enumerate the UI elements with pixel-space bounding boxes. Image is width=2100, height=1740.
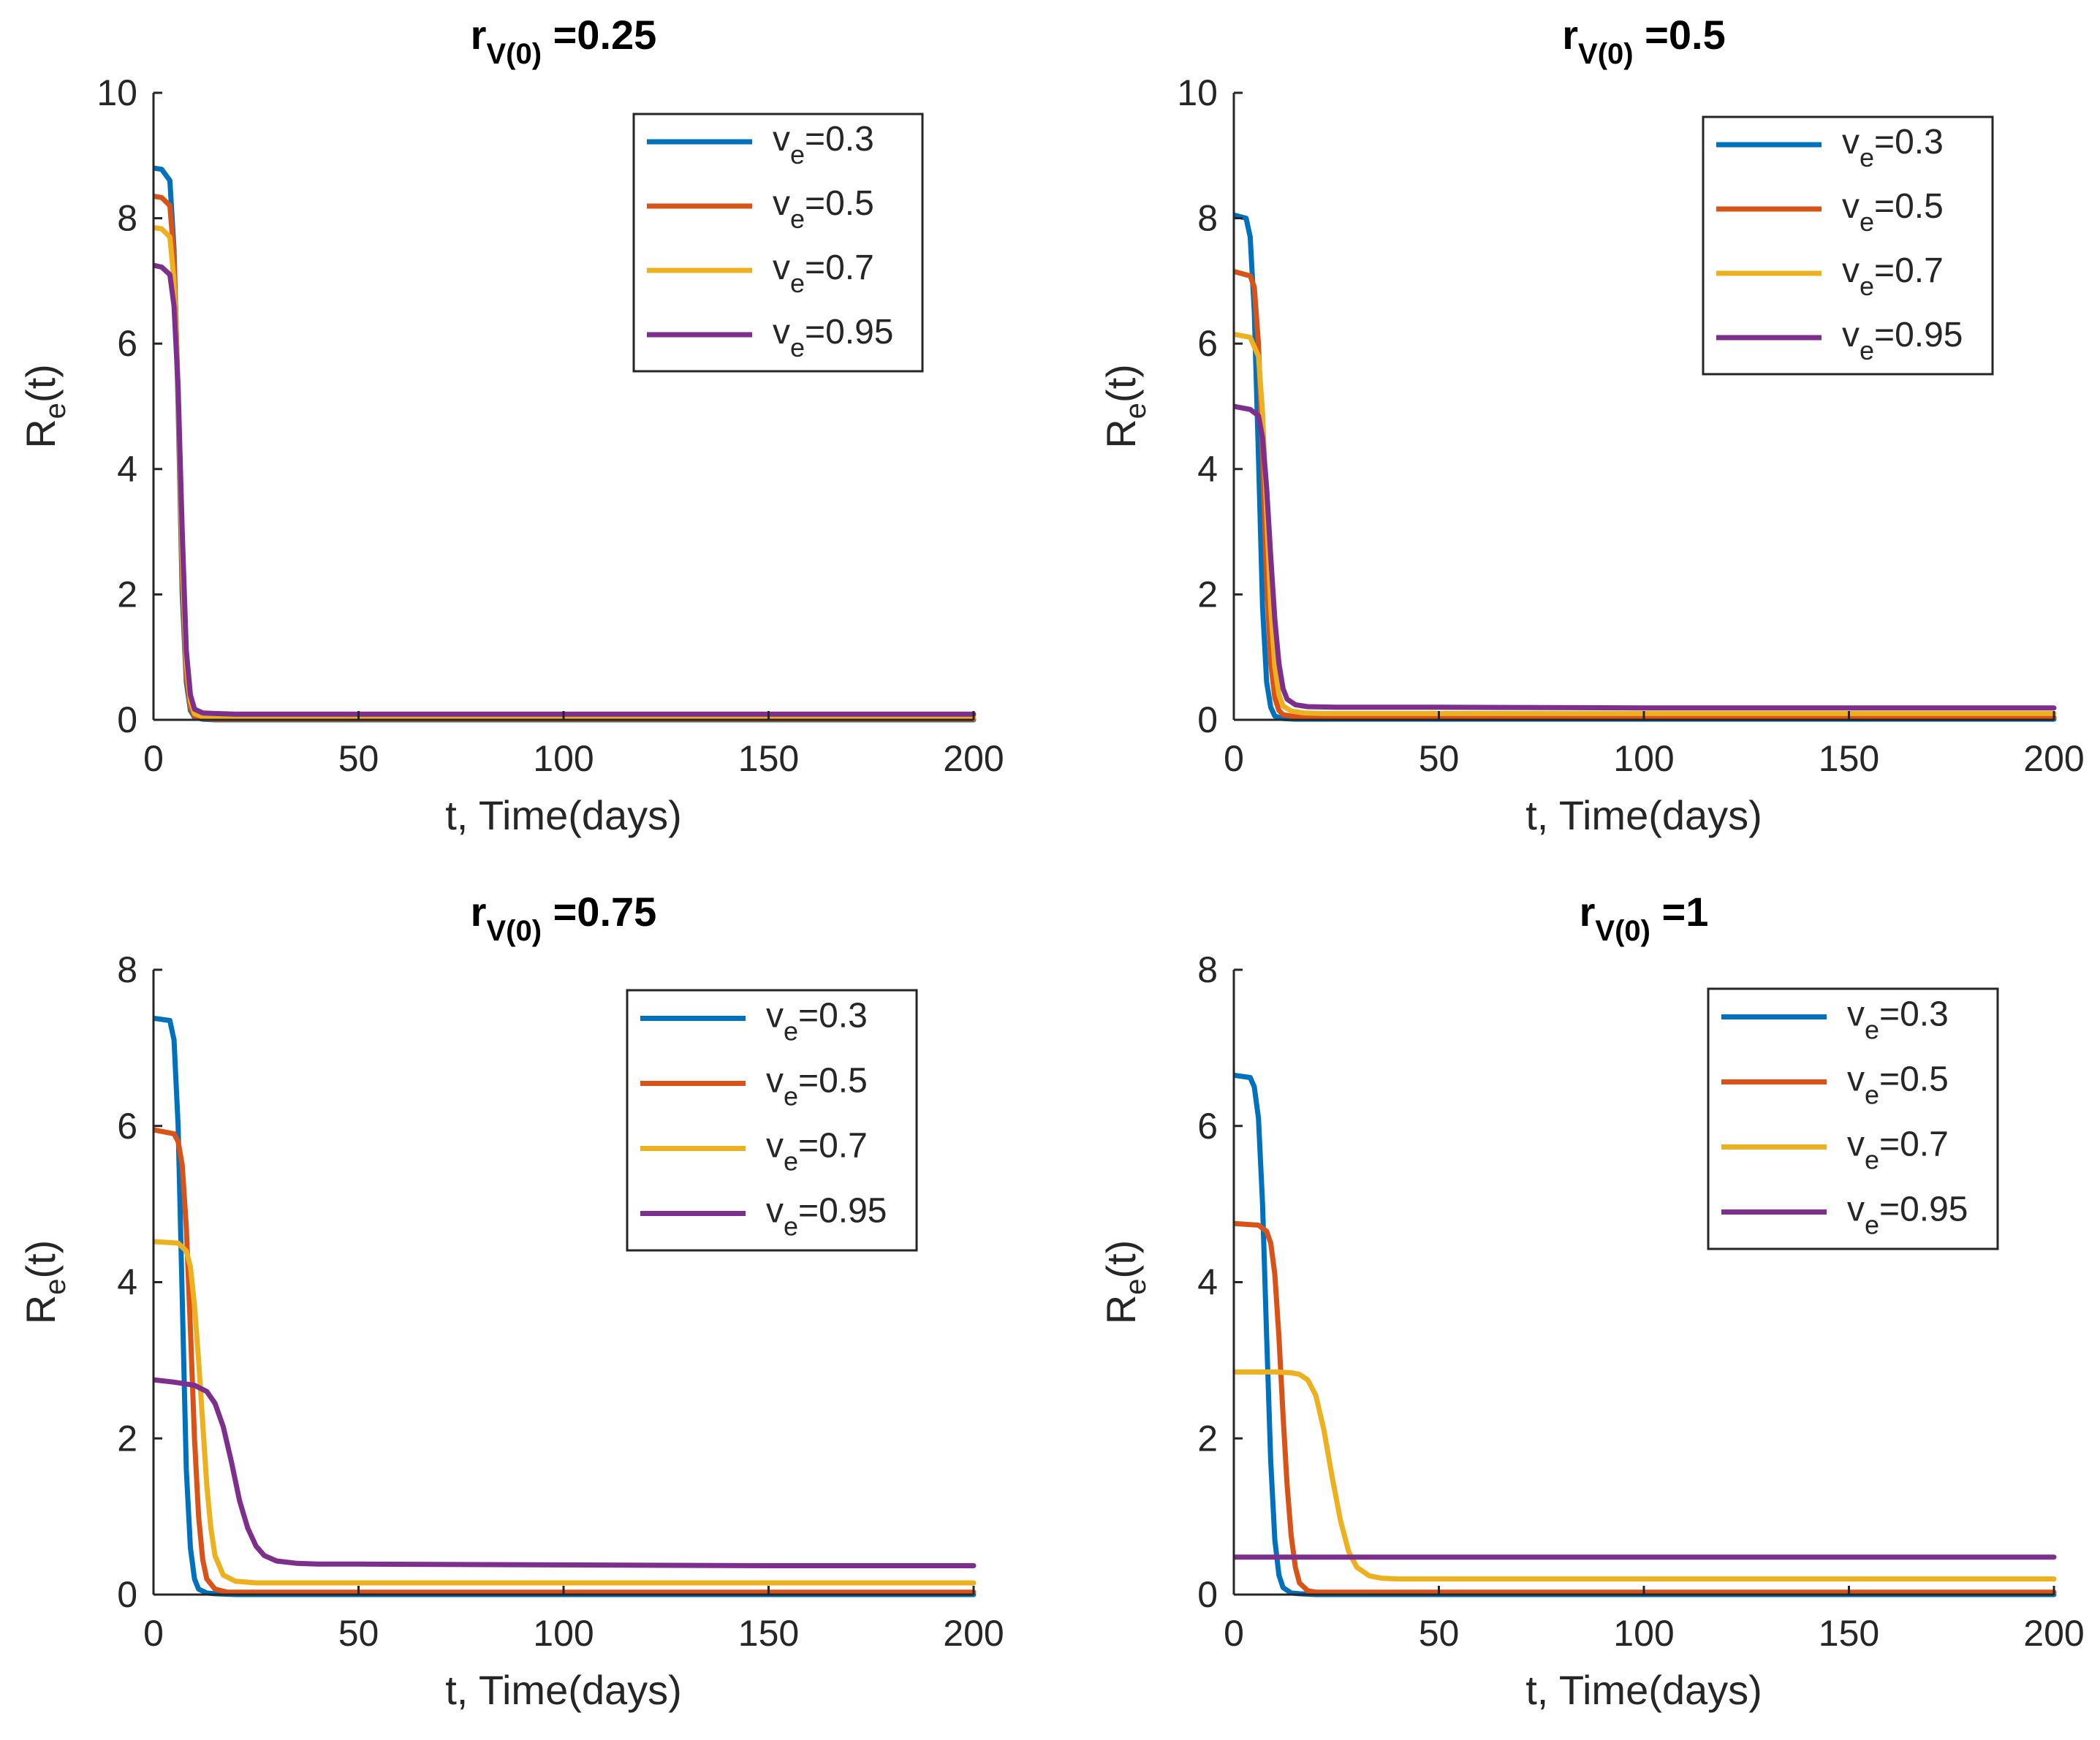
legend-label: ve=0.7 [1847, 1125, 1949, 1175]
x-tick-label: 50 [338, 1613, 379, 1654]
legend: ve=0.3 ve=0.5 ve=0.7 ve=0.95 [1702, 115, 1994, 376]
legend-label: ve=0.3 [1847, 995, 1949, 1045]
legend-box [1702, 115, 1994, 376]
x-tick-label: 100 [1613, 1613, 1674, 1654]
x-tick-label: 50 [1419, 738, 1460, 779]
y-tick-label: 10 [1177, 72, 1218, 113]
legend-label: ve=0.3 [773, 120, 874, 170]
y-tick-label: 8 [1197, 198, 1218, 239]
x-tick-label: 0 [143, 738, 164, 779]
y-tick-label: 2 [117, 1418, 137, 1459]
chart-panel-3: 0 50 100 150 200 0 2 4 6 8 t, Time(days) Re(t) rV(0)… [18, 889, 1004, 1713]
legend-label: ve=0.7 [773, 248, 874, 298]
y-tick-label: 6 [1197, 323, 1218, 364]
legend-label: ve=0.95 [1847, 1190, 1968, 1240]
series-line-2 [153, 1127, 977, 1595]
chart-panel-4: 0 50 100 150 200 0 2 4 6 8 t, Time(days) Re(t) rV(0)… [1098, 889, 2085, 1713]
series-line-3 [153, 1239, 977, 1586]
x-tick-label: 200 [2023, 738, 2084, 779]
chart-title: rV(0) =1 [1580, 889, 1709, 947]
legend-label: ve=0.5 [1842, 187, 1944, 237]
x-axis-label: t, Time(days) [1525, 1667, 1762, 1713]
x-tick-label: 100 [533, 1613, 594, 1654]
y-tick-label: 10 [96, 72, 137, 113]
x-tick-label: 200 [943, 1613, 1004, 1654]
chart-title: rV(0) =0.5 [1562, 12, 1725, 70]
y-tick-label: 0 [117, 1574, 137, 1615]
y-axis-label: Re(t) [18, 364, 72, 449]
y-tick-label: 8 [117, 198, 137, 239]
x-axis-label: t, Time(days) [445, 1667, 682, 1713]
legend-label: ve=0.3 [1842, 123, 1944, 172]
y-tick-label: 8 [1197, 949, 1218, 990]
y-tick-label: 4 [117, 1262, 137, 1303]
x-tick-label: 150 [1819, 738, 1879, 779]
y-tick-label: 6 [117, 1106, 137, 1147]
series-line-4 [153, 262, 977, 717]
legend-label: ve=0.3 [766, 997, 868, 1046]
series-line-4 [1234, 403, 2057, 711]
chart-panel-1: 0 50 100 150 200 0 2 4 6 8 10 t, Time(days) Re(t) rV(… [18, 12, 1004, 838]
x-tick-label: 200 [2023, 1613, 2084, 1654]
x-tick-label: 150 [738, 1613, 799, 1654]
series-line-4 [153, 1377, 977, 1568]
legend: ve=0.3 ve=0.5 ve=0.7 ve=0.95 [626, 989, 918, 1252]
x-tick-label: 150 [1819, 1613, 1879, 1654]
legend: ve=0.3 ve=0.5 ve=0.7 ve=0.95 [1707, 987, 1999, 1250]
x-axis-label: t, Time(days) [1525, 792, 1762, 838]
legend-label: ve=0.5 [766, 1062, 868, 1112]
x-tick-label: 150 [738, 738, 799, 779]
y-tick-label: 8 [117, 949, 137, 990]
x-tick-label: 100 [1613, 738, 1674, 779]
legend-label: ve=0.5 [773, 184, 874, 234]
x-tick-label: 0 [1224, 1613, 1244, 1654]
y-axis-label: Re(t) [1098, 1240, 1152, 1325]
x-tick-label: 0 [1224, 738, 1244, 779]
y-axis-label: Re(t) [18, 1240, 72, 1325]
x-tick-label: 0 [143, 1613, 164, 1654]
legend-label: ve=0.7 [766, 1127, 868, 1177]
series-line-3 [1234, 331, 2057, 716]
legend-label: ve=0.7 [1842, 251, 1944, 301]
chart-title: rV(0) =0.25 [471, 12, 657, 70]
y-tick-label: 4 [117, 449, 137, 490]
legend-box [1707, 987, 1999, 1250]
legend-label: ve=0.5 [1847, 1060, 1949, 1110]
y-tick-label: 4 [1197, 1262, 1218, 1303]
series-line-3 [1234, 1369, 2057, 1582]
series-line-2 [1234, 1220, 2057, 1595]
x-tick-label: 50 [338, 738, 379, 779]
x-tick-label: 200 [943, 738, 1004, 779]
y-tick-label: 2 [117, 574, 137, 615]
y-tick-label: 2 [1197, 1418, 1218, 1459]
x-axis-label: t, Time(days) [445, 792, 682, 838]
y-tick-label: 4 [1197, 449, 1218, 490]
y-tick-label: 0 [1197, 699, 1218, 740]
legend-box [632, 113, 924, 373]
legend: ve=0.3 ve=0.5 ve=0.7 ve=0.95 [632, 113, 924, 373]
x-tick-label: 100 [533, 738, 594, 779]
chart-title: rV(0) =0.75 [471, 889, 657, 947]
y-tick-label: 0 [1197, 1574, 1218, 1615]
y-tick-label: 6 [117, 323, 137, 364]
legend-label: ve=0.95 [766, 1192, 887, 1242]
legend-label: ve=0.95 [773, 313, 893, 362]
y-axis-label: Re(t) [1098, 364, 1152, 449]
x-tick-label: 50 [1419, 1613, 1460, 1654]
y-tick-label: 0 [117, 699, 137, 740]
chart-panel-2: 0 50 100 150 200 0 2 4 6 8 10 t, Time(days) Re(t) rV(… [1098, 12, 2085, 838]
series-line-2 [1234, 269, 2057, 721]
y-tick-label: 2 [1197, 574, 1218, 615]
y-tick-label: 6 [1197, 1106, 1218, 1147]
legend-label: ve=0.95 [1842, 316, 1963, 365]
legend-box [626, 989, 918, 1252]
